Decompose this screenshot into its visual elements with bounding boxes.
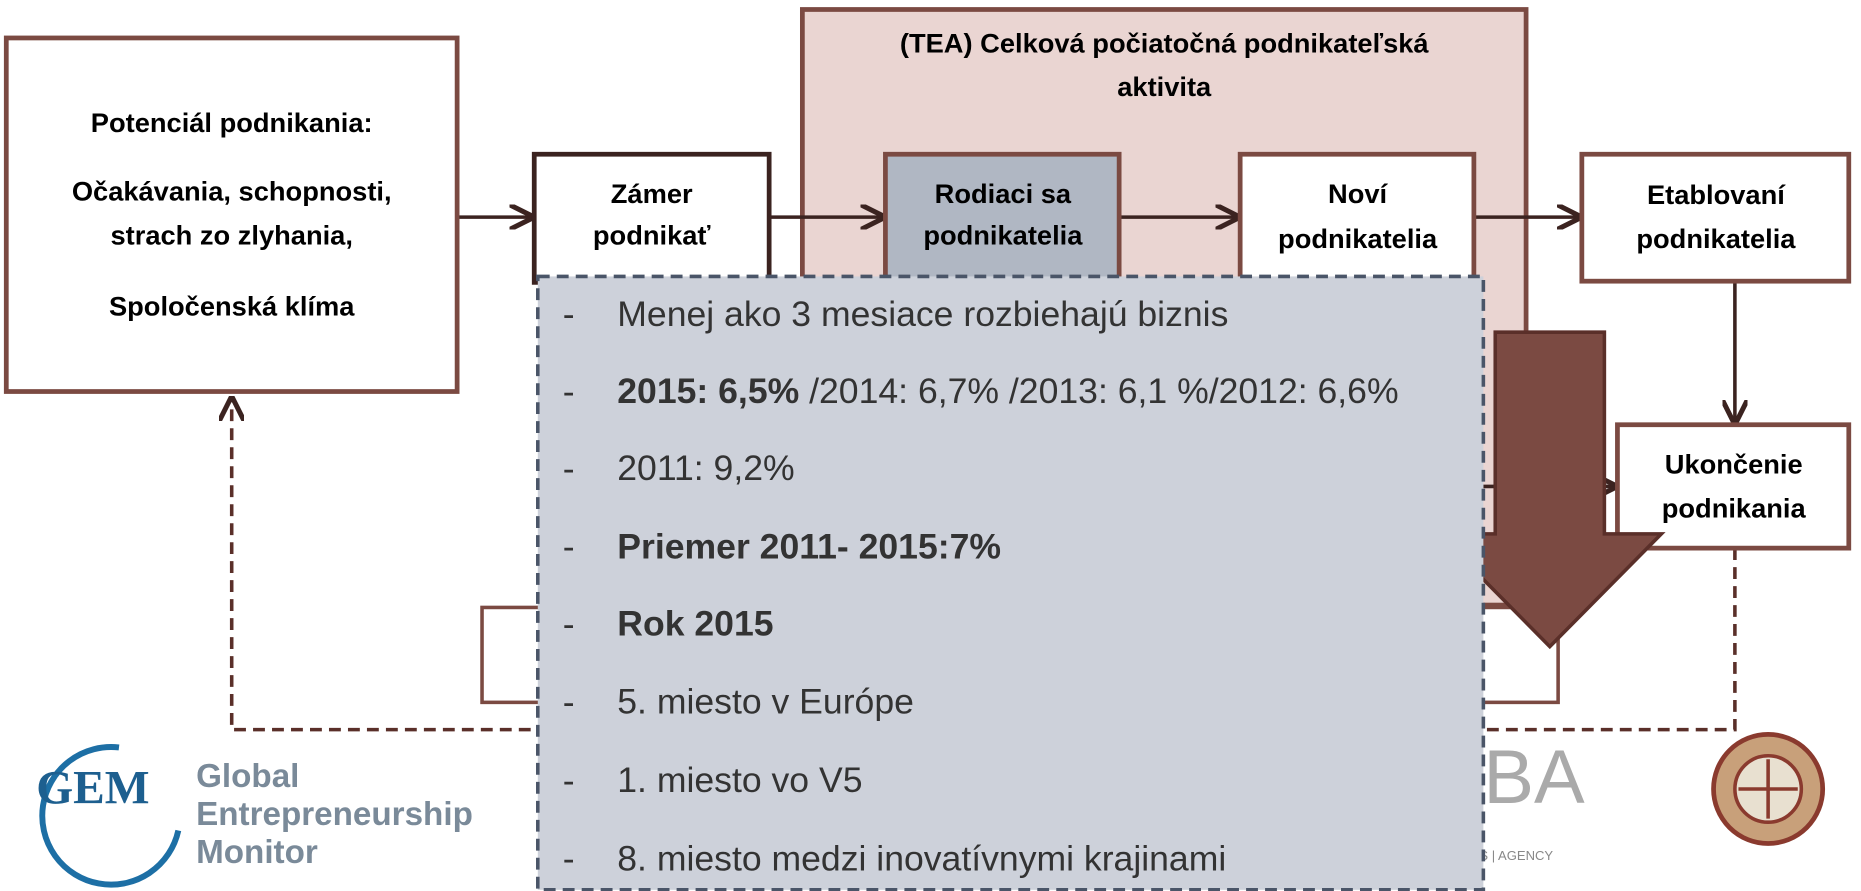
box-label: Spoločenská klíma — [109, 291, 355, 322]
gem-name: Global — [196, 758, 299, 795]
bullet-text: Priemer 2011- 2015:7% — [617, 527, 1001, 567]
bullet-marker: - — [563, 682, 575, 722]
box-label: Noví — [1328, 178, 1389, 209]
box-label: aktivita — [1117, 71, 1212, 102]
bullet-part: 1. miesto vo V5 — [617, 760, 862, 800]
bullet-part: 2015: 6,5% — [617, 371, 799, 411]
box-label: strach zo zlyhania, — [110, 219, 352, 250]
gem-logo: GEM Global Entrepreneurship Monitor — [36, 744, 473, 888]
box-label: Zámer — [611, 178, 693, 209]
box-label: (TEA) Celková počiatočná podnikateľská — [900, 27, 1430, 58]
box-label: podnikatelia — [1636, 223, 1796, 254]
source-box — [3, 35, 460, 394]
box-label: Rodiaci sa — [935, 178, 1072, 209]
bullet-text: Menej ako 3 mesiace rozbiehajú biznis — [617, 294, 1228, 334]
box-label: podnikatelia — [923, 219, 1083, 250]
bullet-text: 8. miesto medzi inovatívnymi krajinami — [617, 839, 1226, 879]
bullet-text: 5. miesto v Európe — [617, 682, 914, 722]
info-panel — [536, 274, 1486, 891]
box-label: Ukončenie — [1665, 448, 1803, 479]
big-arrow — [1434, 330, 1666, 650]
bullet-part: /2014: 6,7% /2013: 6,1 %/2012: 6,6% — [799, 371, 1398, 411]
agency-logo: BA — [1483, 735, 1585, 820]
bullet-marker: - — [563, 371, 575, 411]
bullet-part: 8. miesto medzi inovatívnymi krajinami — [617, 839, 1226, 879]
gem-name: Entrepreneurship — [196, 796, 473, 833]
box-label: podnikania — [1662, 492, 1807, 523]
bullet-part: Rok 2015 — [617, 604, 773, 644]
box-label: podnikať — [593, 219, 712, 250]
bullet-marker: - — [563, 294, 575, 334]
gem-name: Monitor — [196, 834, 318, 871]
box-label: podnikatelia — [1278, 223, 1438, 254]
bullet-text: 1. miesto vo V5 — [617, 760, 862, 800]
bullet-part: 2011: 9,2% — [617, 448, 794, 488]
bullet-marker: - — [563, 604, 575, 644]
intent-box — [531, 151, 772, 285]
bullet-text: Rok 2015 — [617, 604, 773, 644]
box-label: Očakávania, schopnosti, — [72, 176, 392, 207]
university-seal — [1711, 732, 1826, 846]
nascent-box — [883, 151, 1122, 285]
bullet-text: 2015: 6,5% /2014: 6,7% /2013: 6,1 %/2012… — [617, 371, 1398, 411]
bullet-marker: - — [563, 448, 575, 488]
bullet-text: 2011: 9,2% — [617, 448, 794, 488]
bullet-marker: - — [563, 839, 575, 879]
bullet-marker: - — [563, 527, 575, 567]
new-box — [1237, 151, 1477, 285]
bullet-marker: - — [563, 760, 575, 800]
box-label: Potenciál podnikania: — [91, 107, 373, 138]
bullet-part: Menej ako 3 mesiace rozbiehajú biznis — [617, 294, 1228, 334]
gem-text: GEM — [36, 762, 149, 814]
exit-box — [1615, 422, 1852, 551]
box-label: Etablovaní — [1647, 179, 1786, 210]
bullet-part: Priemer 2011- 2015:7% — [617, 527, 1001, 567]
established-box — [1579, 151, 1852, 284]
bullet-part: 5. miesto v Európe — [617, 682, 914, 722]
